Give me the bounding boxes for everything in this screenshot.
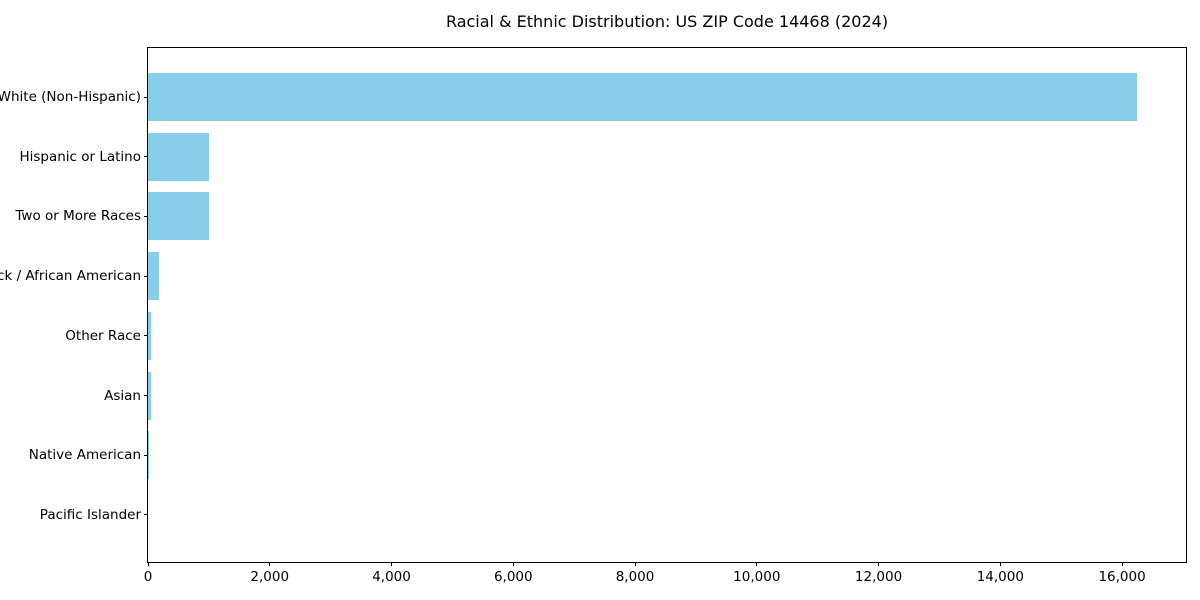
x-tick-label: 14,000 — [976, 569, 1024, 585]
x-tick-mark — [634, 562, 636, 566]
plot-area-frame — [147, 47, 1187, 563]
y-tick-label: Other Race — [65, 327, 141, 344]
x-tick-mark — [999, 562, 1001, 566]
y-tick-mark — [144, 215, 148, 217]
x-tick-mark — [269, 562, 271, 566]
y-tick-mark — [144, 514, 148, 516]
x-tick-mark — [1121, 562, 1123, 566]
x-tick-label: 0 — [143, 569, 153, 585]
y-tick-label: Native American — [28, 447, 141, 464]
bar — [148, 73, 1137, 121]
x-tick-label: 16,000 — [1098, 569, 1146, 585]
y-tick-label: Hispanic or Latino — [19, 148, 141, 165]
x-tick-mark — [756, 562, 758, 566]
y-tick-mark — [144, 275, 148, 277]
y-tick-mark — [144, 454, 148, 456]
x-tick-label: 10,000 — [733, 569, 781, 585]
x-tick-label: 2,000 — [250, 569, 290, 585]
y-tick-label: Two or More Races — [15, 208, 141, 225]
bar — [148, 252, 159, 301]
x-tick-mark — [878, 562, 880, 566]
chart-title: Racial & Ethnic Distribution: US ZIP Cod… — [445, 12, 889, 31]
x-tick-mark — [391, 562, 393, 566]
y-tick-mark — [144, 335, 148, 337]
x-tick-mark — [512, 562, 514, 566]
y-tick-mark — [144, 395, 148, 397]
y-tick-label: Asian — [104, 387, 141, 404]
y-tick-label: Pacific Islander — [39, 506, 141, 523]
x-tick-mark — [147, 562, 149, 566]
x-tick-label: 6,000 — [493, 569, 533, 585]
bar — [148, 311, 152, 360]
x-tick-label: 8,000 — [615, 569, 655, 585]
y-tick-mark — [144, 156, 148, 158]
x-tick-label: 12,000 — [854, 569, 903, 585]
bar — [148, 132, 209, 181]
y-tick-label: White (Non-Hispanic) — [0, 89, 141, 105]
bar — [148, 192, 209, 241]
y-tick-label: Black / African American — [0, 268, 141, 285]
x-tick-label: 4,000 — [372, 569, 411, 585]
bar — [148, 431, 149, 480]
y-tick-mark — [144, 96, 148, 98]
bar — [148, 371, 152, 420]
